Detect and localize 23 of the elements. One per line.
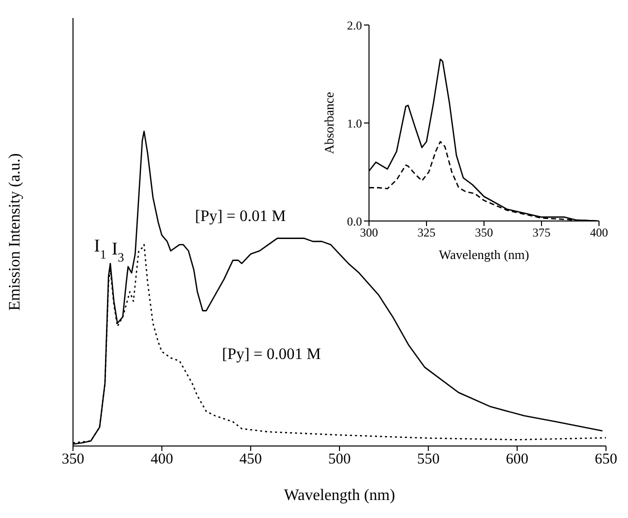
x-tick-label: 350: [62, 452, 84, 468]
series-label: [Py] = 0.01 M: [195, 208, 286, 226]
x-tick-label: 400: [150, 452, 174, 468]
x-tick-label: 375: [532, 226, 550, 240]
x-tick-label: 300: [360, 226, 378, 240]
annotation: I$_{3}$: [112, 238, 124, 265]
x-tick-label: 400: [590, 226, 608, 240]
x-tick-label: 325: [418, 226, 436, 240]
y-axis-title: Absorbance: [322, 92, 337, 154]
x-tick-label: 500: [328, 452, 351, 468]
x-tick-label: 650: [594, 452, 618, 468]
y-axis-title: Emission Intensity (a.u.): [6, 153, 24, 311]
x-tick-label: 350: [475, 226, 493, 240]
y-tick-label: 0.0: [347, 214, 362, 228]
y-tick-label: 2.0: [347, 18, 362, 32]
x-tick-label: 450: [239, 452, 262, 468]
x-tick-label: 550: [417, 452, 440, 468]
x-axis-title: Wavelength (nm): [438, 247, 530, 262]
x-tick-label: 600: [506, 452, 528, 468]
y-tick-label: 1.0: [347, 116, 362, 130]
annotation: I$_{1}$: [94, 235, 106, 262]
x-axis-title: Wavelength (nm): [284, 487, 396, 504]
text: [Py] = 0.001 M: [222, 346, 321, 364]
